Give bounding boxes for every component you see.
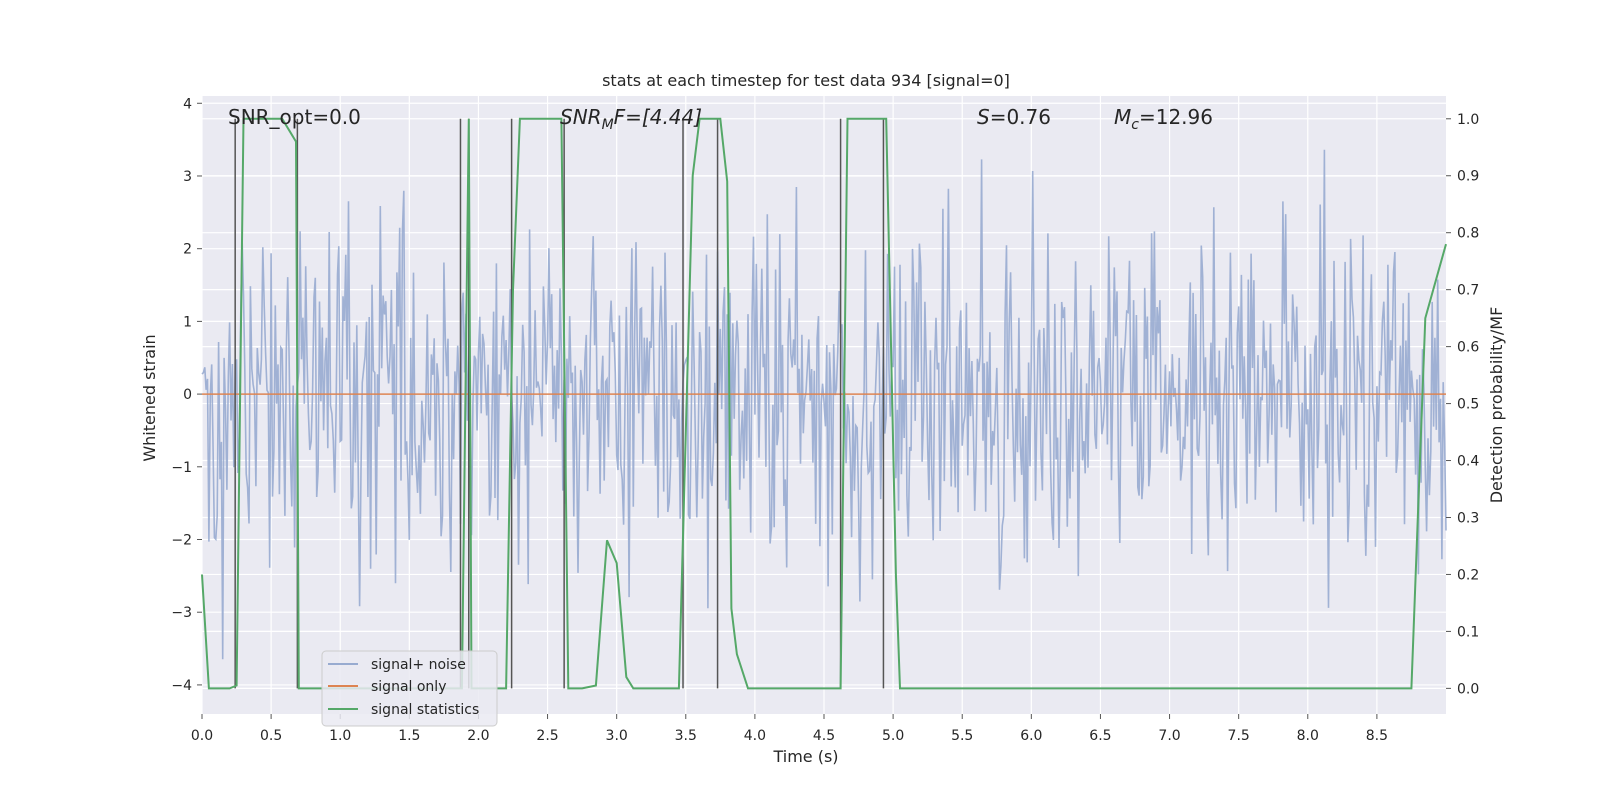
y-tick-label: 4: [183, 96, 192, 112]
annotation-s-value: =0.76: [990, 105, 1051, 129]
x-tick-label: 6.5: [1089, 728, 1111, 744]
y-tick-label: −3: [171, 605, 192, 621]
y-tick-label: −2: [171, 533, 192, 549]
x-tick-label: 1.5: [398, 728, 420, 744]
axis-layer: 0.0 0.5 1.0 1.5 2.0 2.5 3.0 3.5 4.0 4.5 5.0 5.5 6.0 6…: [171, 96, 1479, 744]
y2-tick-label: 0.7: [1457, 283, 1479, 299]
y2-axis-label: Detection probability/MF: [1487, 307, 1506, 504]
y2-tick-label: 1.0: [1457, 112, 1479, 128]
x-tick-label: 8.5: [1366, 728, 1388, 744]
legend: signal+ noise signal only signal statist…: [321, 650, 498, 727]
y2-tick-label: 0.1: [1457, 624, 1479, 640]
y-axis-label: Whitened strain: [140, 334, 159, 461]
x-tick-label: 3.0: [606, 728, 628, 744]
y-tick-label: 3: [183, 169, 192, 185]
y2-tick-label: 0.0: [1457, 681, 1479, 697]
y2-tick-label: 0.6: [1457, 340, 1479, 356]
y2-tick-label: 0.8: [1457, 226, 1479, 242]
y-tick-label: 2: [183, 242, 192, 258]
annotation-snr-mf-sub: M: [602, 117, 614, 133]
legend-label-signal-only: signal only: [371, 679, 446, 695]
annotation-mc-name: M: [1114, 105, 1131, 129]
y2-tick-label: 0.5: [1457, 397, 1479, 413]
y-tick-label: 0: [183, 387, 192, 403]
x-tick-label: 2.0: [467, 728, 489, 744]
y2-tick-label: 0.3: [1457, 510, 1479, 526]
y-tick-label: −1: [171, 460, 192, 476]
x-tick-label: 6.0: [1020, 728, 1042, 744]
y2-tick-label: 0.4: [1457, 454, 1479, 470]
x-tick-label: 8.0: [1297, 728, 1319, 744]
annotation-mc-value: =12.96: [1139, 105, 1213, 129]
annotation-snr-mf-rest: F=[4.44]: [614, 105, 702, 129]
noise-layer: [201, 149, 1447, 660]
x-tick-label: 7.0: [1158, 728, 1180, 744]
chart-title: stats at each timestep for test data 934…: [602, 71, 1010, 90]
x-tick-label: 5.5: [951, 728, 973, 744]
annotation-s: S=0.76: [977, 105, 1051, 129]
annotation-snr-mf-name: SNR: [560, 105, 602, 129]
y-tick-label: −4: [171, 678, 192, 694]
y2-tick-label: 0.9: [1457, 169, 1479, 185]
noise-trace: [201, 149, 1447, 660]
annotation-s-name: S: [977, 105, 990, 129]
legend-box: [321, 650, 498, 727]
x-tick-label: 5.0: [882, 728, 904, 744]
x-tick-label: 0.0: [191, 728, 213, 744]
statistics-line: [201, 117, 1447, 690]
y-tick-label: 1: [183, 314, 192, 330]
annotation-snr-mf: SNRMF=[4.44]: [560, 105, 702, 133]
annotation-mc-sub: c: [1131, 117, 1139, 133]
x-tick-label: 4.5: [813, 728, 835, 744]
legend-label-noise: signal+ noise: [371, 657, 466, 673]
x-tick-label: 1.0: [329, 728, 351, 744]
x-tick-label: 0.5: [260, 728, 282, 744]
x-tick-label: 4.0: [744, 728, 766, 744]
x-tick-label: 3.5: [675, 728, 697, 744]
annotation-snr-opt: SNR_opt=0.0: [228, 105, 361, 129]
statistics-layer: [201, 117, 1447, 690]
y2-tick-label: 0.2: [1457, 567, 1479, 583]
x-tick-label: 7.5: [1228, 728, 1250, 744]
legend-label-statistics: signal statistics: [371, 702, 479, 718]
x-axis-label: Time (s): [772, 747, 838, 766]
x-tick-label: 2.5: [536, 728, 558, 744]
annotation-mc: Mc=12.96: [1114, 105, 1213, 133]
